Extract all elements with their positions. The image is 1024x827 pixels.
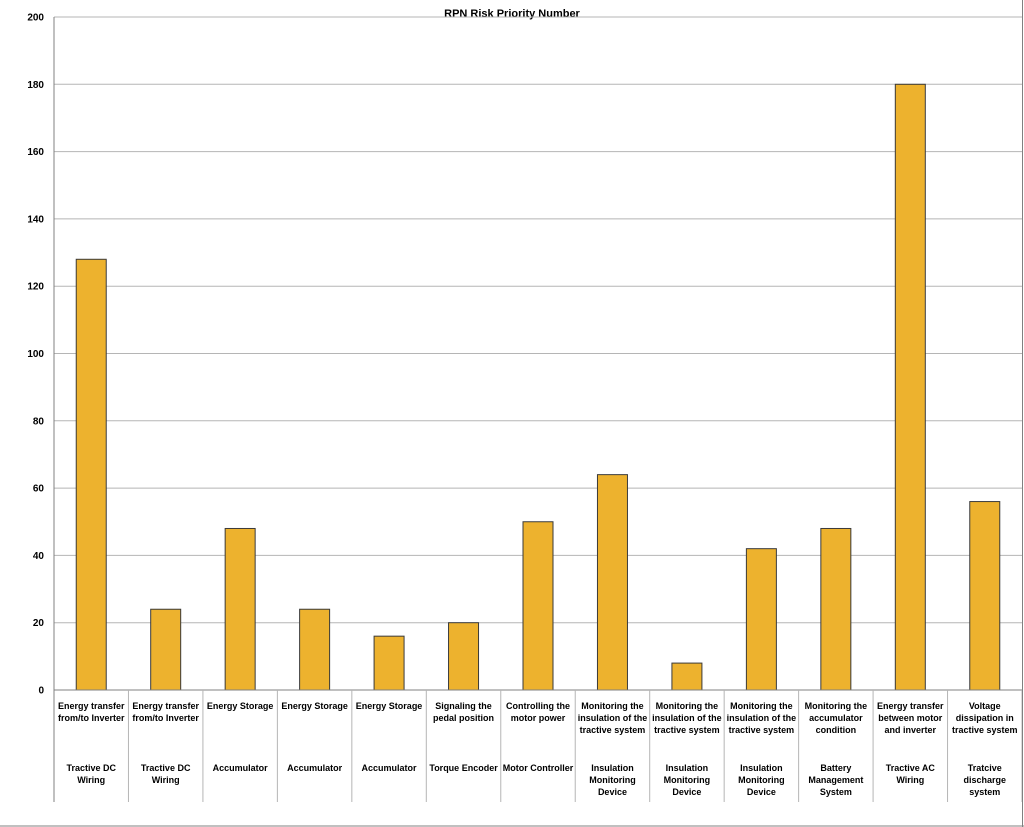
category-component-label: Tratcive discharge system — [963, 763, 1007, 797]
bar — [150, 608, 182, 691]
y-tick-label: 0 — [38, 686, 44, 697]
y-tick-label: 40 — [33, 551, 45, 562]
chart-title: RPN Risk Priority Number — [444, 8, 580, 20]
y-tick-label: 160 — [27, 147, 44, 158]
category-function-label: Energy transfer from/to Inverter — [57, 701, 125, 723]
category-component-label: Torque Encoder — [429, 763, 498, 773]
category-function-label: Signaling the pedal position — [433, 701, 495, 723]
category-function-label: Energy transfer between motor and invert… — [877, 701, 944, 735]
bar — [596, 474, 628, 691]
category-function-label: Controlling the motor power — [506, 701, 570, 723]
y-tick-label: 120 — [27, 282, 44, 293]
category-component-label: Tractive AC Wiring — [885, 763, 935, 785]
category-component-label: Tractive DC Wiring — [66, 763, 116, 785]
bar — [75, 258, 107, 691]
y-tick-label: 180 — [27, 80, 44, 91]
bar — [671, 662, 703, 691]
category-function-label: Energy Storage — [281, 701, 348, 711]
category-component-label: Insulation Monitoring Device — [738, 763, 785, 797]
bars — [75, 83, 1001, 691]
bar — [820, 527, 852, 691]
bar — [448, 622, 480, 691]
y-tick-label: 200 — [27, 13, 44, 24]
category-component-label: Insulation Monitoring Device — [589, 763, 636, 797]
category-component-label: Accumulator — [361, 763, 417, 773]
category-function-label: Monitoring the insulation of the tractiv… — [652, 701, 722, 735]
category-function-label: Monitoring the insulation of the tractiv… — [577, 701, 648, 735]
category-function-label: Voltage dissipation in tractive system — [951, 701, 1018, 735]
y-tick-label: 60 — [33, 484, 45, 495]
bar — [969, 501, 1001, 691]
category-component-label: Accumulator — [212, 763, 268, 773]
category-function-label: Energy Storage — [355, 701, 423, 711]
category-component-label: Insulation Monitoring Device — [663, 763, 711, 797]
bar — [745, 548, 777, 691]
y-tick-label: 140 — [27, 214, 44, 225]
bar — [224, 527, 256, 691]
y-tick-label: 20 — [33, 618, 45, 629]
category-component-label: Motor Controller — [502, 763, 574, 773]
category-function-label: Energy transfer from/to Inverter — [132, 701, 199, 723]
category-component-label: Battery Management System — [808, 763, 864, 797]
y-tick-label: 80 — [33, 416, 45, 427]
bar — [894, 83, 926, 691]
bar — [299, 608, 331, 691]
y-tick-label: 100 — [27, 349, 44, 360]
bar — [522, 521, 554, 691]
category-function-label: Monitoring the accumulator condition — [804, 701, 868, 735]
category-component-label: Tractive DC Wiring — [140, 763, 191, 785]
category-component-label: Accumulator — [287, 763, 343, 773]
category-function-label: Monitoring the insulation of the tractiv… — [726, 701, 797, 735]
category-function-label: Energy Storage — [206, 701, 274, 711]
y-axis-ticks: 0 20 40 60 80 100 120 140 160 180 200 — [27, 13, 44, 697]
bar — [373, 635, 405, 691]
